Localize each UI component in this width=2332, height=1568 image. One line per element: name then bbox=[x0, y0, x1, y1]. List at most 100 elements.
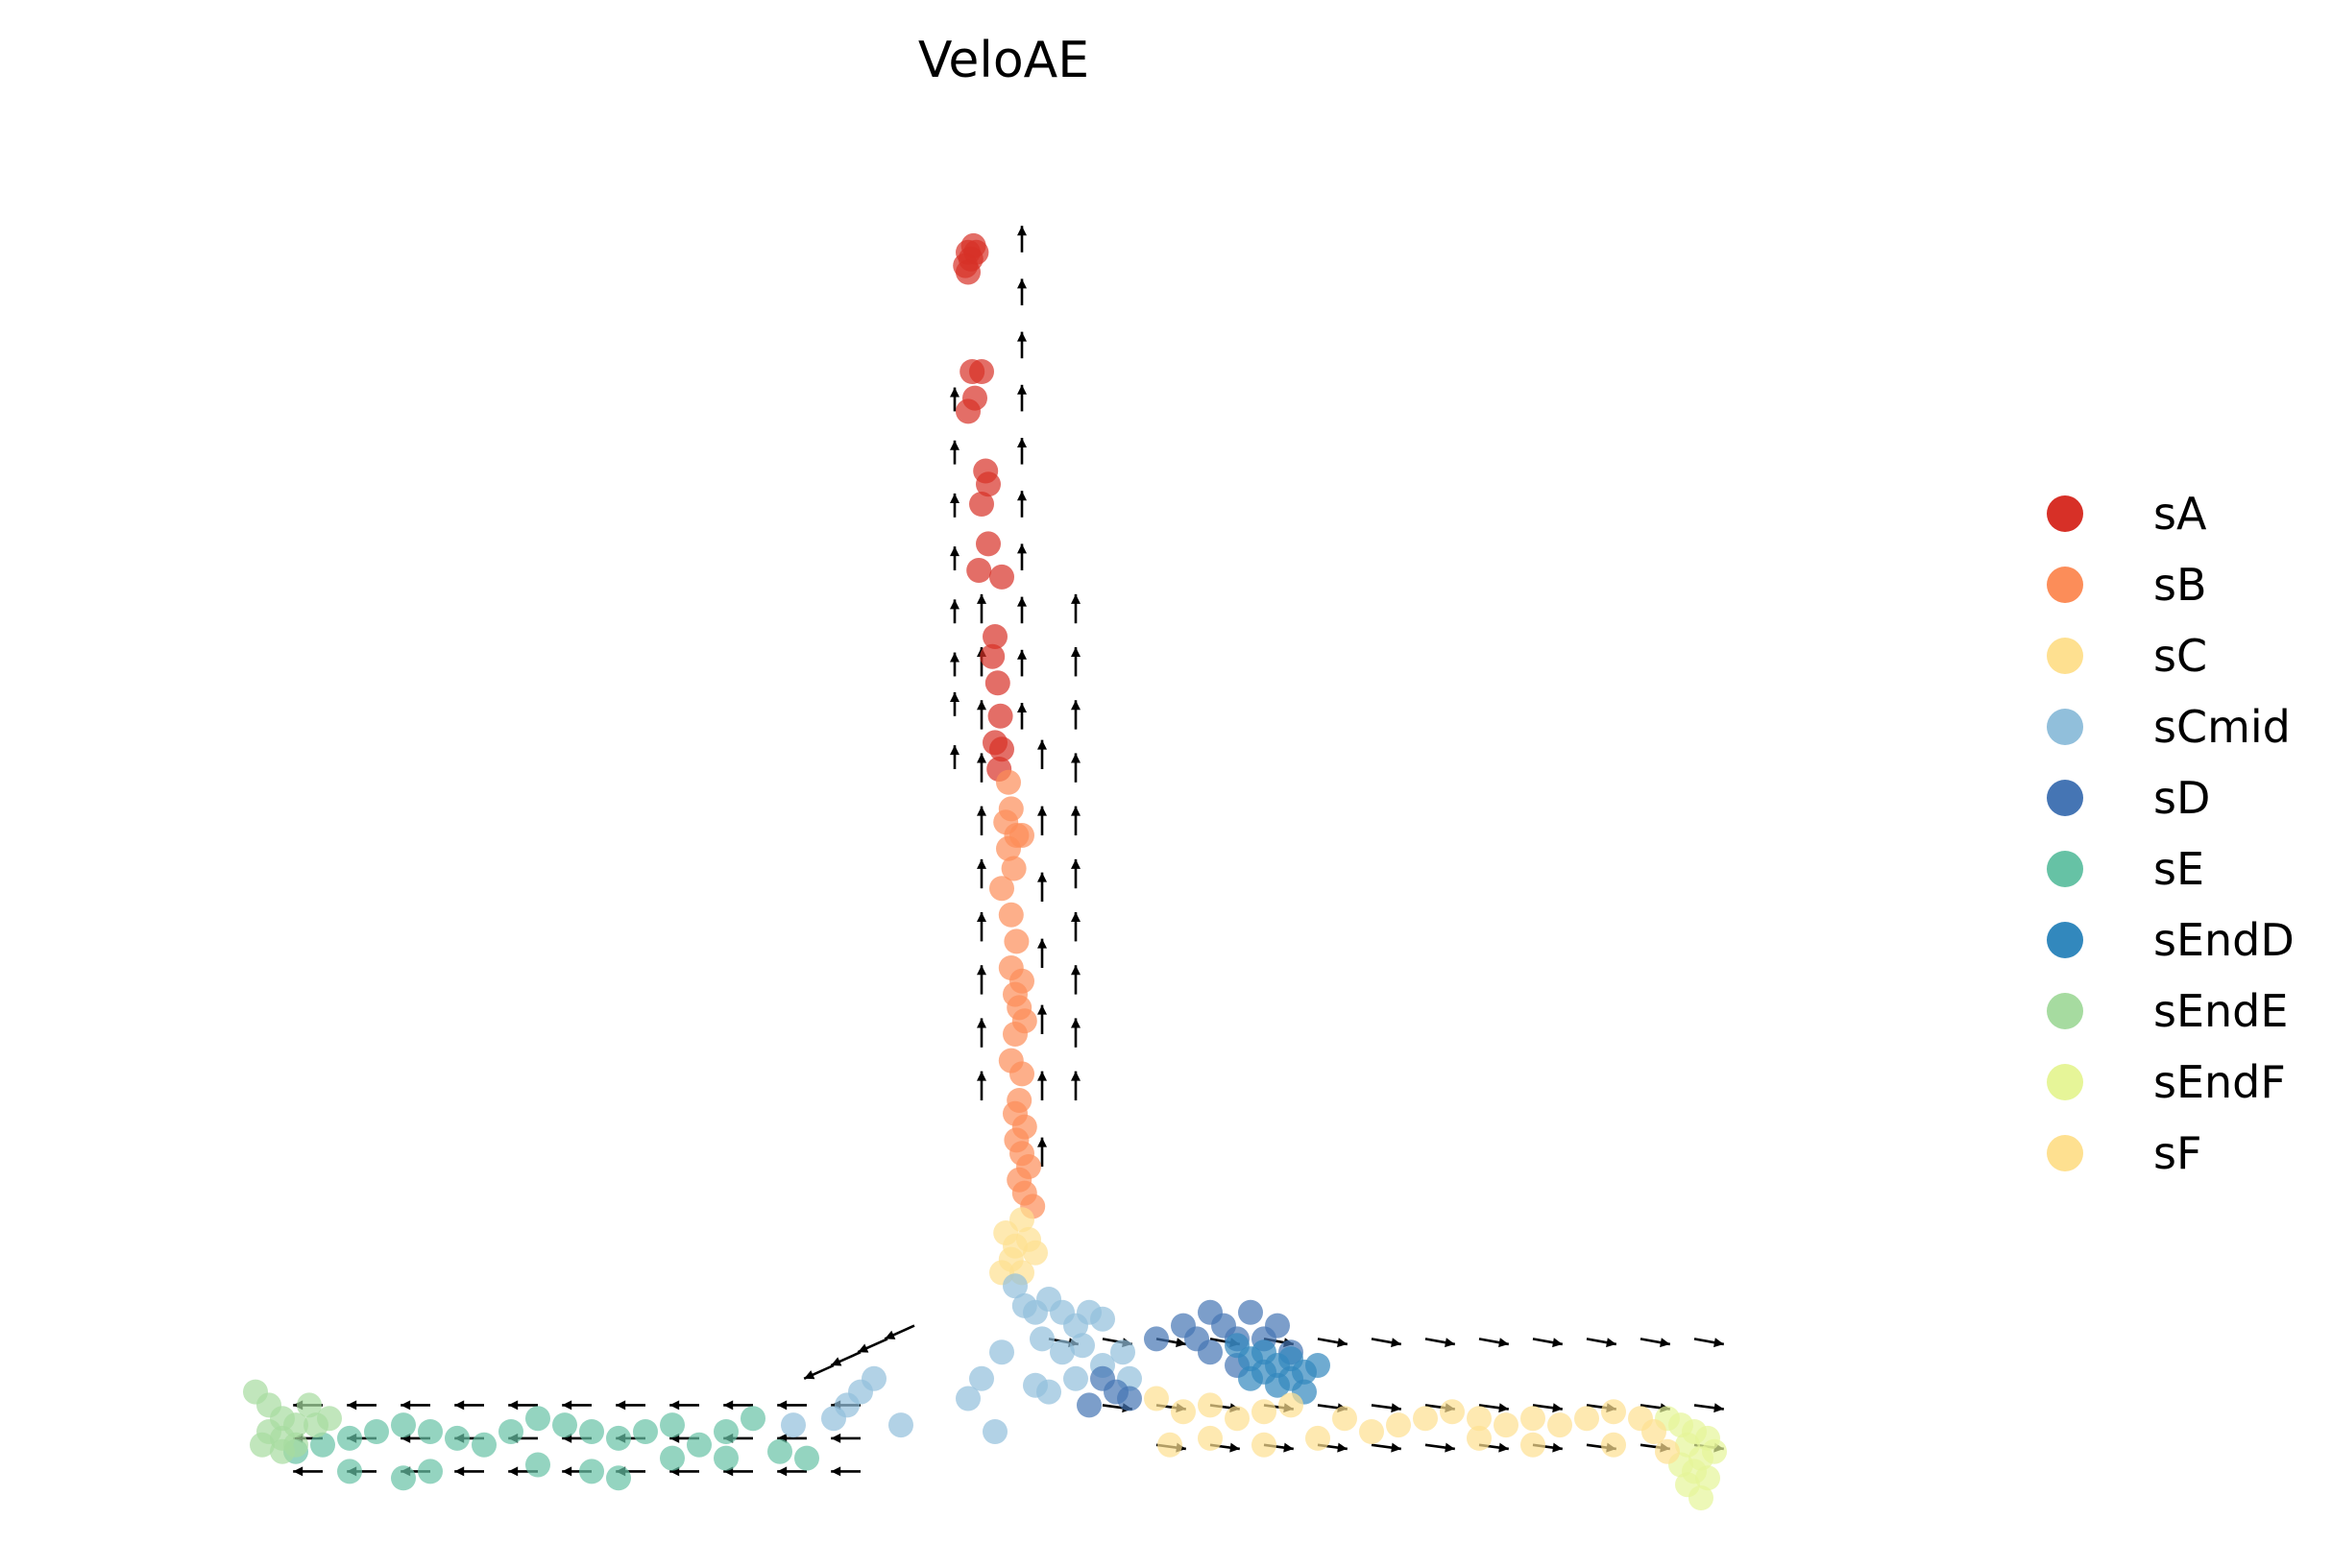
data-point-sEndE bbox=[297, 1392, 322, 1418]
velocity-arrow bbox=[293, 1466, 323, 1477]
velocity-arrow bbox=[1037, 872, 1047, 902]
series-sD bbox=[1077, 1299, 1303, 1418]
legend-item: sEndE bbox=[2047, 985, 2288, 1037]
velocity-arrow bbox=[669, 1400, 699, 1411]
velocity-arrow bbox=[1017, 331, 1027, 359]
velocity-arrow-head bbox=[977, 700, 986, 711]
velocity-arrow bbox=[1071, 753, 1081, 783]
data-point-sF bbox=[1386, 1412, 1411, 1438]
legend: sA sB sC sCmid sD sE sEndD sEndE sEndF sF bbox=[2047, 488, 2295, 1179]
velocity-arrow-head bbox=[1017, 596, 1027, 607]
data-point-sE bbox=[579, 1459, 604, 1484]
legend-marker bbox=[2047, 638, 2083, 674]
velocity-arrow-head bbox=[1337, 1338, 1348, 1348]
velocity-arrow-head bbox=[1071, 753, 1081, 763]
velocity-arrow-head bbox=[1017, 543, 1027, 554]
data-point-sE bbox=[310, 1432, 335, 1458]
series-sCmid bbox=[781, 1273, 1142, 1444]
data-point-sF bbox=[1467, 1425, 1492, 1451]
data-point-sA bbox=[984, 670, 1010, 696]
velocity-arrow-head bbox=[1071, 1071, 1081, 1081]
data-point-sE bbox=[579, 1419, 604, 1444]
velocity-arrow bbox=[1037, 1071, 1047, 1100]
data-point-sF bbox=[1440, 1399, 1465, 1425]
data-point-sE bbox=[687, 1432, 712, 1458]
velocity-arrow-head bbox=[508, 1400, 519, 1411]
velocity-arrow bbox=[1424, 1338, 1456, 1348]
velocity-arrow-head bbox=[1037, 1137, 1047, 1147]
data-point-sF bbox=[1601, 1399, 1626, 1425]
velocity-arrow bbox=[1017, 543, 1027, 570]
data-point-sCmid bbox=[1003, 1273, 1028, 1299]
velocity-arrow-head bbox=[777, 1466, 788, 1477]
velocity-arrow-head bbox=[1037, 739, 1047, 750]
data-point-sF bbox=[1655, 1438, 1680, 1464]
velocity-arrow bbox=[950, 387, 960, 412]
velocity-arrow bbox=[831, 1433, 861, 1443]
velocity-arrow-head bbox=[1017, 491, 1027, 501]
legend-item: sEndF bbox=[2047, 1056, 2286, 1108]
velocity-arrow-head bbox=[885, 1330, 896, 1339]
velocity-arrow bbox=[1371, 1442, 1401, 1453]
data-point-sCmid bbox=[1036, 1379, 1061, 1405]
velocity-arrow-head bbox=[950, 493, 960, 503]
data-point-sC bbox=[1009, 1207, 1034, 1233]
velocity-arrow bbox=[1071, 858, 1081, 889]
velocity-arrow-head bbox=[777, 1400, 788, 1411]
data-point-sCmid bbox=[1110, 1339, 1135, 1365]
velocity-arrow-head bbox=[1176, 1338, 1186, 1348]
velocity-arrow-head bbox=[977, 1071, 986, 1081]
legend-label: sB bbox=[2153, 559, 2207, 611]
velocity-arrow bbox=[857, 1338, 888, 1354]
velocity-arrow bbox=[1693, 1338, 1725, 1348]
data-point-sE bbox=[337, 1425, 362, 1451]
data-point-sB bbox=[1001, 856, 1027, 881]
velocity-arrow bbox=[777, 1466, 807, 1477]
data-point-sE bbox=[418, 1419, 443, 1444]
velocity-arrow-head bbox=[1713, 1338, 1724, 1348]
data-point-sB bbox=[1004, 929, 1030, 954]
velocity-arrow-head bbox=[950, 387, 960, 398]
legend-marker bbox=[2047, 993, 2083, 1029]
data-point-sF bbox=[1278, 1392, 1303, 1418]
velocity-arrow-head bbox=[1391, 1403, 1401, 1413]
legend-label: sE bbox=[2153, 843, 2204, 895]
velocity-arrow bbox=[1071, 912, 1081, 942]
data-point-sA bbox=[956, 259, 981, 285]
velocity-arrow bbox=[977, 912, 986, 942]
velocity-arrow-head bbox=[950, 599, 960, 610]
series-sA bbox=[953, 232, 1014, 782]
velocity-arrow-head bbox=[1337, 1442, 1348, 1453]
series-sEndF bbox=[1655, 1406, 1727, 1510]
data-point-sF bbox=[1225, 1406, 1250, 1432]
velocity-arrow bbox=[401, 1400, 430, 1411]
velocity-arrow-head bbox=[1017, 649, 1027, 660]
velocity-arrow bbox=[950, 440, 960, 465]
data-point-sCmid bbox=[983, 1419, 1008, 1444]
velocity-arrow-head bbox=[1071, 806, 1081, 816]
velocity-arrow bbox=[977, 806, 986, 835]
velocity-arrow bbox=[950, 652, 960, 677]
data-point-sA bbox=[983, 624, 1008, 649]
velocity-arrow bbox=[977, 965, 986, 995]
velocity-arrow-head bbox=[977, 965, 986, 976]
data-point-sE bbox=[418, 1459, 443, 1484]
data-point-sE bbox=[337, 1459, 362, 1484]
velocity-arrow-head bbox=[977, 753, 986, 763]
velocity-arrow bbox=[1424, 1442, 1455, 1453]
data-point-sE bbox=[794, 1445, 819, 1471]
velocity-arrow-head bbox=[1017, 438, 1027, 447]
series-sF bbox=[1144, 1386, 1680, 1464]
legend-label: sCmid bbox=[2153, 701, 2291, 753]
velocity-arrow-head bbox=[1498, 1442, 1509, 1453]
velocity-arrow-head bbox=[508, 1466, 519, 1477]
legend-item: sF bbox=[2047, 1127, 2201, 1179]
velocity-arrow bbox=[830, 1351, 862, 1367]
legend-item: sD bbox=[2047, 772, 2210, 824]
velocity-arrow-head bbox=[562, 1466, 572, 1477]
velocity-arrow bbox=[777, 1400, 807, 1411]
data-point-sF bbox=[1198, 1425, 1223, 1451]
data-point-sA bbox=[989, 736, 1014, 762]
data-point-sE bbox=[660, 1445, 685, 1471]
velocity-arrow-head bbox=[1017, 384, 1027, 395]
